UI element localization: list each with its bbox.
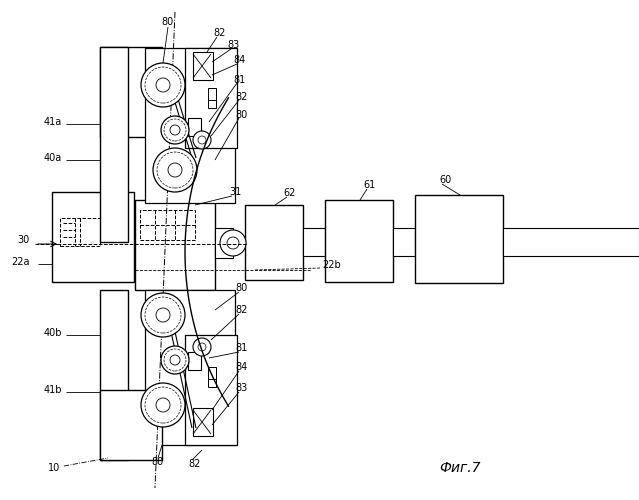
Bar — [325, 200, 393, 282]
Bar — [208, 88, 216, 100]
Text: 82: 82 — [236, 92, 248, 102]
Circle shape — [220, 230, 246, 256]
Circle shape — [198, 343, 206, 351]
Bar — [188, 118, 201, 136]
Text: 60: 60 — [439, 175, 451, 185]
Bar — [188, 352, 201, 370]
Text: 61: 61 — [364, 180, 376, 190]
Text: 84: 84 — [236, 362, 248, 372]
Text: 83: 83 — [228, 40, 240, 50]
Bar — [393, 228, 415, 256]
Bar — [208, 379, 216, 387]
Circle shape — [168, 163, 182, 177]
Bar — [145, 290, 235, 445]
Text: 81: 81 — [236, 343, 248, 353]
Bar — [100, 47, 128, 242]
Bar — [100, 290, 128, 460]
Text: 62: 62 — [284, 188, 296, 198]
Bar — [215, 228, 233, 258]
Text: 81: 81 — [234, 75, 246, 85]
Circle shape — [193, 131, 211, 149]
Bar — [193, 408, 213, 436]
Text: 80: 80 — [236, 283, 248, 293]
Bar — [503, 228, 639, 256]
Text: 22a: 22a — [12, 257, 30, 267]
Circle shape — [156, 308, 170, 322]
Text: 41a: 41a — [43, 117, 62, 127]
Text: 31: 31 — [229, 187, 241, 197]
Circle shape — [156, 78, 170, 92]
Bar — [185, 335, 237, 445]
Text: 82: 82 — [214, 28, 226, 38]
Text: Фиг.7: Фиг.7 — [439, 461, 481, 475]
Text: 10: 10 — [48, 463, 60, 473]
Circle shape — [153, 148, 197, 192]
Bar — [208, 367, 216, 379]
Bar — [193, 52, 213, 80]
Bar — [208, 100, 216, 108]
Bar — [145, 48, 235, 203]
Bar — [415, 195, 503, 283]
Circle shape — [161, 346, 189, 374]
Bar — [140, 210, 195, 240]
Bar — [303, 228, 325, 256]
Text: 82: 82 — [236, 305, 248, 315]
Circle shape — [141, 293, 185, 337]
Circle shape — [156, 398, 170, 412]
Text: 80: 80 — [152, 457, 164, 467]
Text: 40a: 40a — [43, 153, 62, 163]
Bar — [185, 48, 237, 148]
Circle shape — [227, 237, 239, 249]
Text: 22b: 22b — [322, 260, 341, 270]
Circle shape — [141, 63, 185, 107]
Bar — [135, 200, 215, 290]
Text: 80: 80 — [236, 110, 248, 120]
Text: 40b: 40b — [43, 328, 62, 338]
Circle shape — [170, 125, 180, 135]
Circle shape — [170, 355, 180, 365]
Text: 84: 84 — [234, 55, 246, 65]
Bar — [52, 192, 134, 282]
Text: 41b: 41b — [43, 385, 62, 395]
Circle shape — [141, 383, 185, 427]
Circle shape — [193, 338, 211, 356]
Circle shape — [161, 116, 189, 144]
Bar — [60, 218, 100, 246]
Text: 83: 83 — [236, 383, 248, 393]
Text: 30: 30 — [18, 235, 30, 245]
Text: 80: 80 — [162, 17, 174, 27]
Bar — [100, 390, 162, 460]
Bar — [245, 205, 303, 280]
Circle shape — [198, 136, 206, 144]
Text: 82: 82 — [189, 459, 201, 469]
Bar — [100, 47, 162, 137]
